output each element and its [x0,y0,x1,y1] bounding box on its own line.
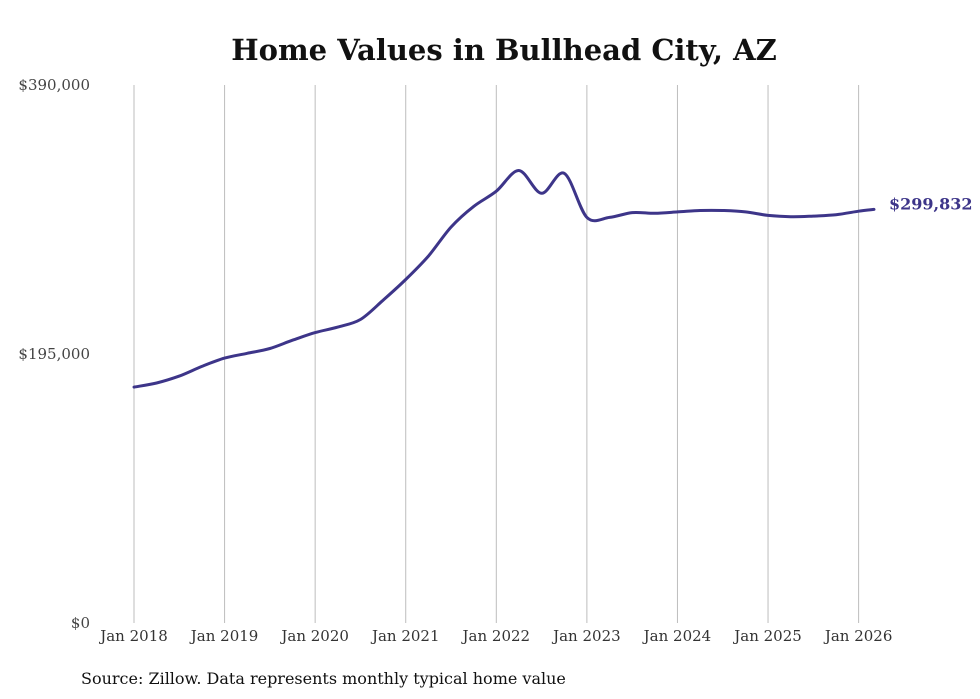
x-tick-label: Jan 2018 [98,627,168,645]
x-tick-label: Jan 2019 [189,627,259,645]
x-tick-label: Jan 2023 [551,627,621,645]
y-tick-label: $0 [71,614,90,632]
y-tick-label: $195,000 [18,345,90,363]
x-tick-label: Jan 2025 [732,627,802,645]
y-tick-label: $390,000 [18,76,90,94]
gridlines [133,85,860,623]
source-note: Source: Zillow. Data represents monthly … [81,669,566,688]
y-axis-ticks: $0 $195,000 $390,000 [18,76,90,632]
x-axis-ticks: Jan 2018 Jan 2019 Jan 2020 Jan 2021 Jan 2022… [98,627,892,645]
x-tick-label: Jan 2021 [370,627,440,645]
chart-title: Home Values in Bullhead City, AZ [231,33,777,67]
x-tick-label: Jan 2026 [823,627,893,645]
x-tick-label: Jan 2024 [642,627,712,645]
x-tick-label: Jan 2022 [461,627,531,645]
x-tick-label: Jan 2020 [279,627,349,645]
series-layer: $299,832 [132,169,973,389]
end-value-label: $299,832 [889,194,973,213]
series-line [132,169,876,389]
